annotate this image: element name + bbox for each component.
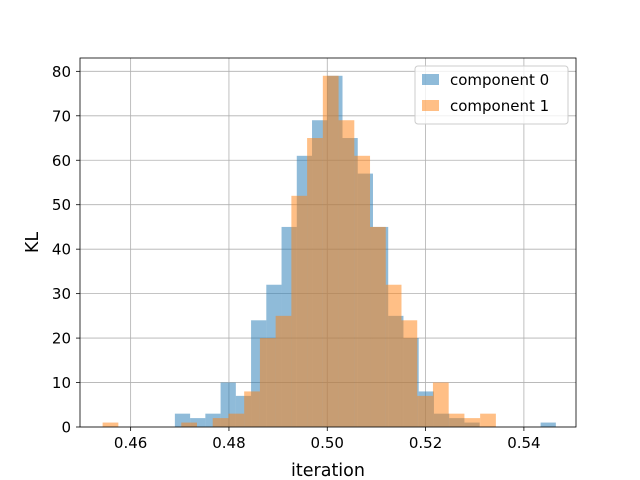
x-tick-label: 0.48 — [212, 434, 245, 452]
x-tick-label: 0.52 — [409, 434, 442, 452]
y-tick-label: 40 — [52, 241, 71, 259]
histogram-bar — [540, 422, 556, 427]
y-tick-label: 10 — [52, 374, 71, 392]
histogram-bar — [291, 195, 308, 427]
legend-label-component-0: component 0 — [450, 71, 549, 89]
series-component-1 — [102, 75, 496, 427]
histogram-bar — [181, 422, 197, 427]
histogram-bars — [102, 75, 556, 427]
legend-swatch-component-0 — [422, 74, 439, 85]
legend-box — [414, 65, 569, 125]
y-tick-label: 70 — [52, 107, 71, 125]
histogram-bar — [401, 320, 418, 427]
histogram-bar — [322, 75, 339, 427]
histogram-bar — [212, 418, 229, 427]
legend-label-component-1: component 1 — [450, 97, 549, 115]
x-tick-label: 0.50 — [311, 434, 344, 452]
histogram-bar — [307, 138, 323, 427]
histogram-bar — [385, 284, 402, 427]
histogram-bar — [259, 338, 276, 427]
histogram-bar — [464, 418, 481, 427]
histogram-bar — [102, 422, 119, 427]
histogram-bar — [228, 413, 245, 427]
y-tick-label: 80 — [52, 63, 71, 81]
x-tick-label: 0.54 — [507, 434, 540, 452]
histogram-bar — [244, 391, 260, 427]
y-tick-label: 0 — [61, 419, 71, 437]
x-tick-label: 0.46 — [114, 434, 147, 452]
histogram-bar — [354, 155, 371, 427]
y-tick-label: 60 — [52, 152, 71, 170]
histogram-bar — [370, 226, 386, 427]
x-axis-label: iteration — [291, 461, 365, 480]
histogram-bar — [190, 418, 206, 427]
histogram-bar — [275, 315, 292, 427]
y-axis-label: KL — [23, 232, 43, 253]
y-tick-label: 30 — [52, 285, 71, 303]
plot-frame — [79, 57, 577, 428]
legend-swatch-component-1 — [422, 100, 439, 111]
histogram-bar — [338, 120, 355, 427]
histogram-bar — [448, 413, 465, 427]
legend: component 0 component 1 — [414, 65, 569, 125]
y-tick-label: 20 — [52, 330, 71, 348]
axis-ticks: 0.46 0.48 0.50 0.52 0.54 0 10 20 30 40 50 60 70 80 — [52, 63, 541, 452]
histogram-bar — [480, 413, 496, 427]
histogram-bar — [417, 395, 433, 427]
histogram-bar — [432, 382, 449, 427]
y-tick-label: 50 — [52, 196, 71, 214]
